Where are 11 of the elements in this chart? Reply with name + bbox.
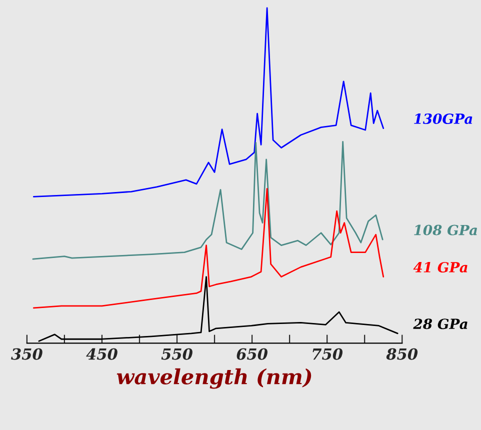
text: 130GPa bbox=[414, 114, 472, 124]
x-tick-label: 850 bbox=[386, 348, 418, 360]
x-tick-label: 450 bbox=[86, 348, 118, 360]
x-axis-title: wavelength (nm) bbox=[116, 368, 312, 389]
text: 108 GPa bbox=[414, 224, 478, 236]
series-label: 28 GPa bbox=[413, 318, 468, 330]
x-tick-label: 350 bbox=[11, 348, 42, 360]
text: 41 GPa bbox=[413, 262, 468, 272]
x-tick-label: 750 bbox=[312, 348, 343, 360]
x-tick-label: 550 bbox=[161, 348, 192, 360]
x-tick-label: 650 bbox=[236, 348, 268, 360]
